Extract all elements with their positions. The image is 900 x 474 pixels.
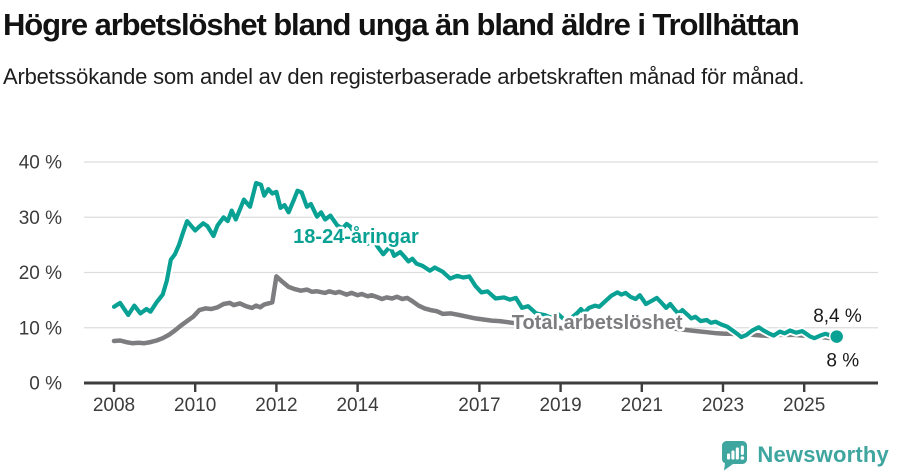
newsworthy-logo: Newsworthy bbox=[719, 439, 889, 471]
x-tick-label-2012: 2012 bbox=[255, 395, 297, 416]
series-lines bbox=[110, 179, 845, 346]
x-tick-label-2025: 2025 bbox=[783, 395, 825, 416]
x-tick-label-2017: 2017 bbox=[458, 395, 500, 416]
series-label-youth: 18-24-åringar bbox=[293, 225, 419, 248]
x-tick-label-2023: 2023 bbox=[702, 395, 744, 416]
gridlines: 0 % 10 % 20 % 30 % 40 % bbox=[19, 153, 878, 395]
x-tick-label-2014: 2014 bbox=[336, 395, 379, 416]
value-label-youth: 8,4 % bbox=[813, 306, 862, 327]
logo-bar-tall bbox=[736, 447, 740, 460]
y-tick-label-40: 40 % bbox=[19, 153, 62, 174]
series-line-youth bbox=[111, 180, 839, 341]
value-label-total: 8 % bbox=[826, 350, 859, 371]
series-label-total: Total arbetslöshet bbox=[512, 312, 683, 334]
chart-annotations: 18-24-åringar Total arbetslöshet 8,4 % 8 % bbox=[291, 223, 864, 374]
series-line-total bbox=[111, 274, 843, 346]
series-line-casing-youth bbox=[110, 179, 841, 343]
y-tick-label-20: 20 % bbox=[19, 263, 62, 284]
x-tick-label-2010: 2010 bbox=[174, 395, 216, 416]
x-tick-label-2008: 2008 bbox=[93, 395, 135, 416]
logo-exclamation-stem bbox=[741, 445, 745, 455]
logo-bar-medium bbox=[731, 450, 735, 460]
y-tick-label-30: 30 % bbox=[19, 208, 62, 229]
newsworthy-logo-icon bbox=[722, 441, 748, 471]
x-tick-label-2021: 2021 bbox=[621, 395, 663, 416]
logo-exclamation-dot bbox=[740, 456, 745, 460]
x-tick-label-2019: 2019 bbox=[539, 395, 581, 416]
x-axis: 2008 2010 2012 2014 2017 2019 2021 2023 2025 bbox=[84, 381, 878, 416]
chart-subtitle: Arbetssökande som andel av den registerb… bbox=[3, 64, 805, 89]
chart-title: Högre arbetslöshet bland unga än bland ä… bbox=[3, 7, 800, 42]
end-dot-youth bbox=[828, 328, 845, 345]
logo-bar-short bbox=[727, 453, 731, 460]
newsworthy-logo-text: Newsworthy bbox=[757, 442, 889, 467]
y-tick-label-10: 10 % bbox=[19, 318, 62, 339]
y-tick-label-0: 0 % bbox=[29, 374, 62, 395]
